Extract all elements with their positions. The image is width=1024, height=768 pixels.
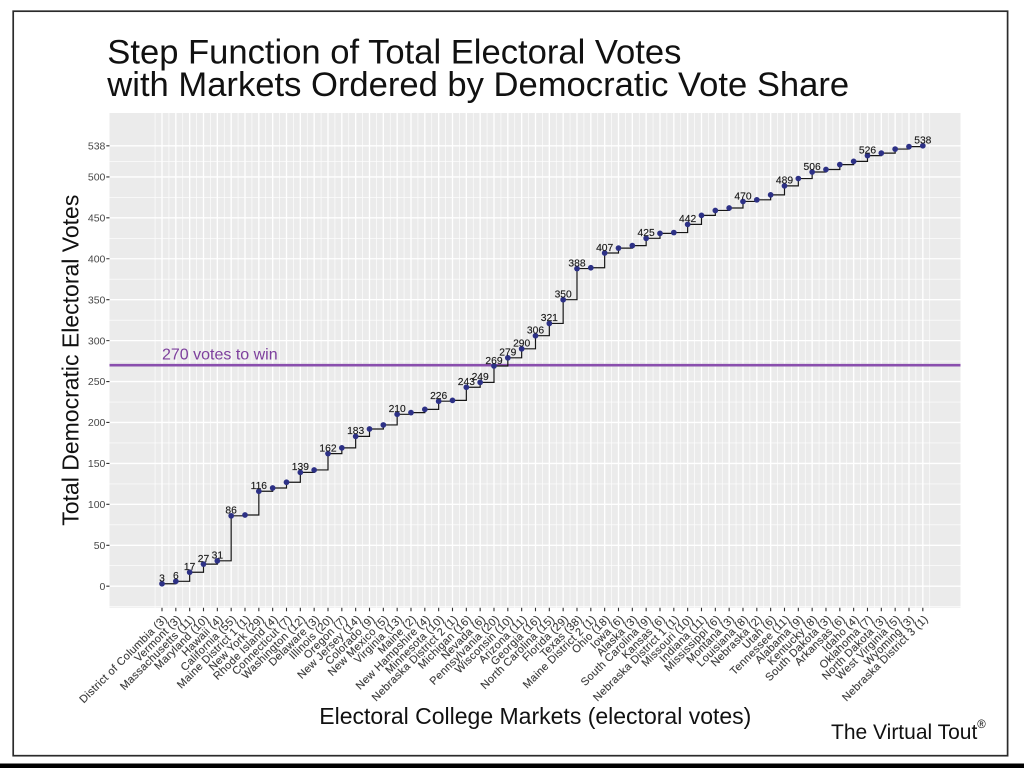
svg-text:442: 442 [679,214,696,225]
svg-text:321: 321 [541,313,558,324]
svg-text:27: 27 [198,554,210,565]
svg-text:Electoral College Markets (ele: Electoral College Markets (electoral vot… [319,703,751,729]
svg-text:100: 100 [88,499,106,511]
svg-text:with Markets Ordered by Democr: with Markets Ordered by Democratic Vote … [106,66,849,104]
svg-text:249: 249 [472,372,489,383]
svg-text:®: ® [977,719,986,731]
svg-text:210: 210 [389,404,406,415]
svg-text:526: 526 [859,145,876,156]
svg-text:139: 139 [292,462,309,473]
svg-text:250: 250 [88,376,106,388]
svg-text:Step Function of Total Elector: Step Function of Total Electoral Votes [107,33,681,71]
svg-text:17: 17 [184,562,196,573]
svg-text:506: 506 [804,162,821,173]
svg-text:425: 425 [638,228,655,239]
svg-text:6: 6 [173,571,179,582]
svg-text:388: 388 [568,258,585,269]
svg-text:350: 350 [555,289,572,300]
svg-text:538: 538 [88,140,106,152]
svg-text:279: 279 [499,348,516,359]
svg-text:150: 150 [88,458,106,470]
svg-text:306: 306 [527,326,544,337]
svg-text:290: 290 [513,339,530,350]
svg-text:3: 3 [159,574,165,585]
svg-text:The Virtual Tout: The Virtual Tout [831,721,977,744]
svg-text:400: 400 [88,253,106,265]
svg-text:200: 200 [88,417,106,429]
svg-text:450: 450 [88,212,106,224]
svg-text:350: 350 [88,294,106,306]
svg-text:50: 50 [94,540,106,552]
svg-text:500: 500 [88,172,106,184]
svg-text:31: 31 [212,551,224,562]
svg-text:243: 243 [458,377,475,388]
svg-text:86: 86 [225,506,237,517]
svg-text:162: 162 [319,443,336,454]
svg-text:226: 226 [430,391,447,402]
svg-text:116: 116 [251,481,268,492]
svg-text:270 votes to win: 270 votes to win [162,347,278,364]
svg-text:407: 407 [596,243,613,254]
svg-text:0: 0 [100,581,106,593]
svg-text:300: 300 [88,335,106,347]
svg-text:489: 489 [776,176,793,187]
svg-text:470: 470 [734,191,751,202]
svg-text:269: 269 [485,356,502,367]
svg-text:538: 538 [914,136,931,147]
svg-text:183: 183 [347,426,364,437]
svg-text:Total Democratic Electoral Vot: Total Democratic Electoral Votes [58,195,84,526]
